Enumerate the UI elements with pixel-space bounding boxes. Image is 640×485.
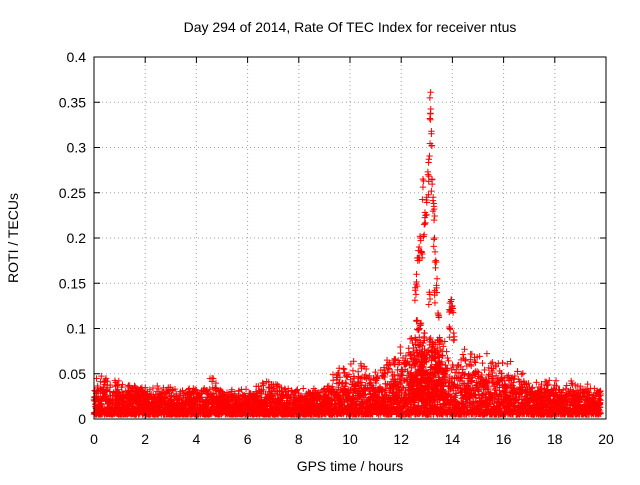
- roti-scatter-chart: 0246810121416182000.050.10.150.20.250.30…: [0, 0, 640, 480]
- chart: 0246810121416182000.050.10.150.20.250.30…: [0, 0, 640, 480]
